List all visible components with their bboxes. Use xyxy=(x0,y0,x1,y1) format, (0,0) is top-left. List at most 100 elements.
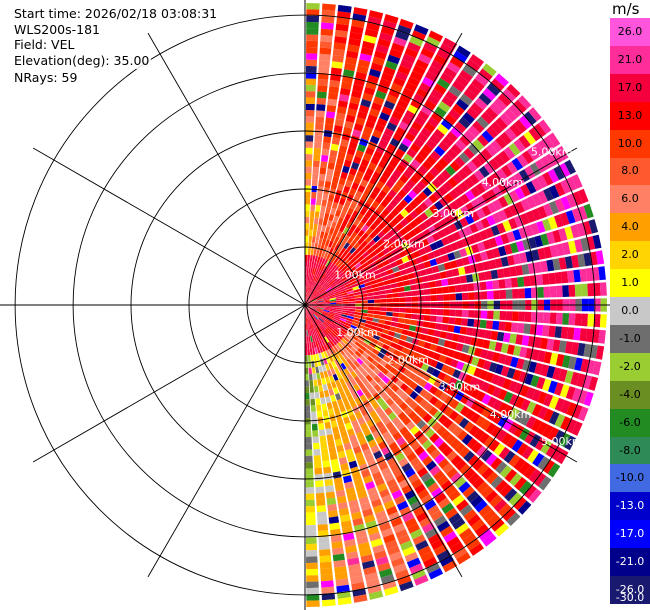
colorbar-segment xyxy=(610,436,650,465)
range-gate-cell xyxy=(348,306,356,309)
range-gate-cell xyxy=(347,237,354,245)
range-gate-cell xyxy=(326,277,332,283)
range-gate-cell xyxy=(315,398,321,405)
range-gate-cell xyxy=(458,446,471,458)
range-gate-cell xyxy=(430,150,441,162)
range-gate-cell xyxy=(322,193,329,201)
range-gate-cell xyxy=(321,154,329,162)
range-gate-cell xyxy=(410,528,423,540)
range-gate-cell xyxy=(501,164,513,178)
range-gate-cell xyxy=(504,469,518,483)
range-gate-cell xyxy=(348,301,356,304)
range-gate-cell xyxy=(511,439,524,453)
range-gate-cell xyxy=(401,274,409,281)
range-gate-cell xyxy=(365,120,376,129)
range-gate-cell xyxy=(349,31,363,41)
range-gate-cell xyxy=(450,359,459,368)
range-gate-cell xyxy=(434,106,447,118)
range-gate-cell xyxy=(395,30,410,41)
range-gate-cell xyxy=(361,329,369,335)
range-gate-cell xyxy=(488,237,498,248)
range-gate-cell xyxy=(305,518,316,526)
range-gate-cell xyxy=(386,212,395,222)
range-gate-cell xyxy=(336,279,343,285)
range-gate-cell xyxy=(347,147,356,156)
range-gate-cell xyxy=(537,205,548,219)
range-gate-cell xyxy=(358,164,367,173)
range-gate-cell xyxy=(423,218,433,228)
range-gate-cell xyxy=(387,256,396,264)
range-gate-cell xyxy=(367,345,375,352)
range-ring-label: 4.00km xyxy=(482,176,524,189)
range-gate-cell xyxy=(514,215,524,228)
range-gate-cell xyxy=(452,231,462,241)
colorbar-tick-label: -1.0 xyxy=(619,331,641,345)
range-gate-cell xyxy=(367,310,374,314)
range-gate-cell xyxy=(348,308,356,312)
range-gate-cell xyxy=(386,293,393,299)
range-gate-cell xyxy=(359,248,367,255)
range-gate-cell xyxy=(372,471,383,481)
range-gate-cell xyxy=(309,296,315,301)
range-gate-cell xyxy=(373,375,382,384)
range-gate-cell xyxy=(420,494,433,505)
range-gate-cell xyxy=(472,459,485,471)
range-gate-cell xyxy=(336,325,343,331)
range-gate-cell xyxy=(319,555,332,563)
range-gate-cell xyxy=(328,294,336,298)
range-gate-cell xyxy=(482,509,497,523)
range-gate-cell xyxy=(321,272,326,279)
range-gate-cell xyxy=(397,534,411,545)
range-gate-cell xyxy=(392,297,400,303)
range-gate-cell xyxy=(573,327,581,341)
range-gate-cell xyxy=(512,311,519,322)
range-gate-cell xyxy=(506,436,518,449)
range-gate-cell xyxy=(320,441,328,449)
range-gate-cell xyxy=(383,66,396,77)
range-gate-cell xyxy=(495,479,508,493)
range-gate-cell xyxy=(448,223,458,233)
range-gate-cell xyxy=(404,291,412,297)
range-gate-cell xyxy=(327,369,333,377)
range-gate-cell xyxy=(425,138,437,150)
range-gate-cell xyxy=(349,434,358,443)
range-gate-cell xyxy=(449,200,460,211)
range-gate-cell xyxy=(313,148,321,155)
range-gate-cell xyxy=(316,308,323,312)
range-gate-cell xyxy=(374,273,382,280)
range-gate-cell xyxy=(321,345,326,352)
range-gate-cell xyxy=(476,445,488,458)
range-gate-cell xyxy=(442,418,453,429)
range-gate-cell xyxy=(306,34,319,42)
range-gate-cell xyxy=(478,165,490,178)
range-gate-cell xyxy=(353,123,364,132)
range-gate-cell xyxy=(350,223,357,232)
range-gate-cell xyxy=(456,361,465,371)
range-gate-cell xyxy=(390,283,398,289)
range-gate-cell xyxy=(428,406,439,417)
range-gate-cell xyxy=(313,442,320,450)
range-gate-cell xyxy=(305,336,307,343)
range-gate-cell xyxy=(309,261,312,268)
range-gate-cell xyxy=(341,276,348,282)
range-gate-cell xyxy=(429,432,440,444)
range-gate-cell xyxy=(389,278,397,284)
range-gate-cell xyxy=(414,385,424,394)
range-gate-cell xyxy=(455,343,464,352)
range-gate-cell xyxy=(580,237,590,252)
range-gate-cell xyxy=(454,442,466,454)
range-gate-cell xyxy=(339,197,346,206)
range-gate-cell xyxy=(399,269,408,276)
range-gate-cell xyxy=(340,247,346,255)
range-gate-cell xyxy=(401,329,409,336)
range-gate-cell xyxy=(523,465,536,479)
range-gate-cell xyxy=(328,516,340,524)
range-gate-cell xyxy=(402,53,416,64)
range-gate-cell xyxy=(402,280,410,286)
range-gate-cell xyxy=(392,292,399,298)
range-gate-cell xyxy=(356,265,364,272)
range-gate-cell xyxy=(405,421,416,431)
range-gate-cell xyxy=(370,538,383,548)
range-gate-cell xyxy=(429,242,439,251)
range-gate-cell xyxy=(480,148,493,161)
